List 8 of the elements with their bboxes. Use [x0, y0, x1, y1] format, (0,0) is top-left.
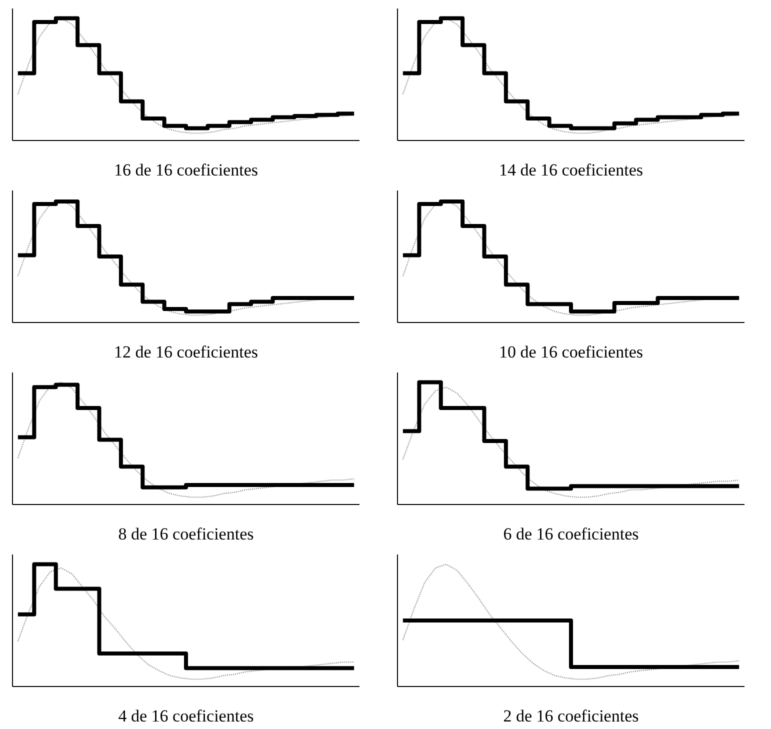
x-axis-title: 2 de 16 coeficientes — [503, 706, 639, 726]
x-axis-title: 16 de 16 coeficientes — [114, 160, 258, 180]
x-axis-title: 4 de 16 coeficientes — [118, 706, 254, 726]
x-axis-title: 10 de 16 coeficientes — [499, 342, 643, 362]
x-axis-title: 12 de 16 coeficientes — [114, 342, 258, 362]
x-axis-title: 6 de 16 coeficientes — [503, 524, 639, 544]
x-axis-title: 8 de 16 coeficientes — [118, 524, 254, 544]
x-axis-title: 14 de 16 coeficientes — [499, 160, 643, 180]
